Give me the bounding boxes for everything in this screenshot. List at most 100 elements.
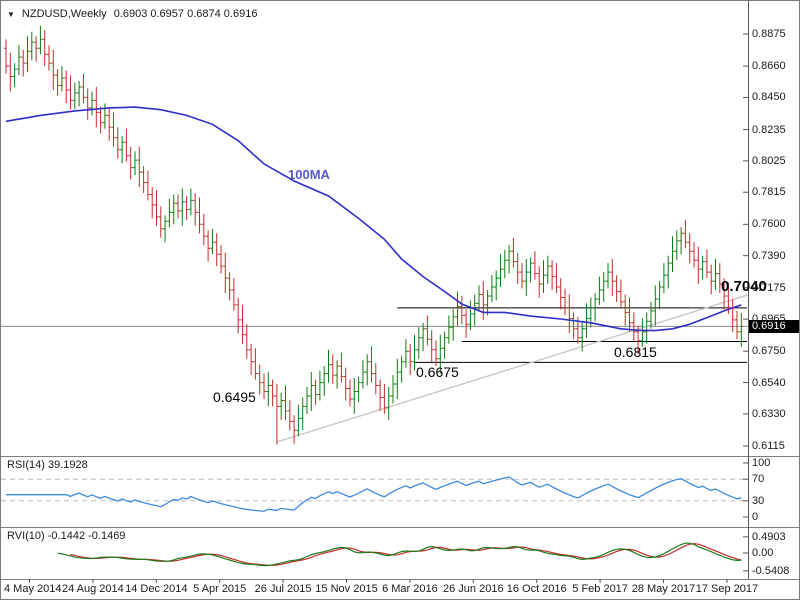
- price-bar: [511, 237, 516, 268]
- price-bar: [72, 82, 77, 110]
- price-bar: [679, 227, 684, 255]
- price-bar: [352, 378, 357, 414]
- price-bar: [670, 236, 675, 273]
- price-bar: [464, 309, 469, 338]
- price-bar: [343, 367, 348, 401]
- price-bar: [709, 264, 714, 295]
- price-bar: [657, 281, 662, 310]
- price-bar: [550, 260, 555, 290]
- price-bar: [219, 245, 223, 274]
- price-axis-label: 0.8235: [752, 123, 786, 136]
- price-bar: [29, 31, 34, 61]
- price-bar: [451, 309, 456, 341]
- price-bar: [369, 346, 374, 383]
- price-bar: [455, 291, 460, 326]
- price-bar: [171, 194, 176, 225]
- price-bar: [365, 354, 370, 386]
- price-bar: [330, 354, 335, 384]
- price-bar: [283, 385, 288, 420]
- date-label: 28 May 2017: [631, 583, 696, 595]
- price-bar: [412, 334, 417, 371]
- price-axis-label: 0.8025: [752, 154, 786, 167]
- price-bar: [8, 52, 13, 92]
- price-bar: [34, 36, 39, 62]
- price-bar: [459, 296, 464, 325]
- price-bar: [339, 352, 344, 383]
- price-bar: [378, 379, 383, 411]
- price-bar: [94, 87, 99, 128]
- date-label: 16 Oct 2016: [506, 583, 567, 595]
- trendline: [276, 294, 748, 443]
- chart-title: ▼ NZDUSD,Weekly 0.6903 0.6957 0.6874 0.6…: [7, 8, 257, 21]
- level-label-7040: 0.7040: [721, 278, 767, 295]
- price-bar: [305, 387, 309, 414]
- symbol-dropdown-icon[interactable]: ▼: [7, 10, 15, 19]
- price-bar: [494, 270, 499, 301]
- price-bar: [481, 281, 486, 320]
- current-price-tag: 0.6916: [749, 319, 799, 333]
- date-label: 6 Mar 2016: [382, 583, 438, 595]
- date-label: 26 Jul 2015: [254, 583, 312, 595]
- price-bar: [704, 249, 709, 279]
- price-bar: [554, 263, 559, 293]
- price-bar: [524, 258, 529, 296]
- rsi-axis-label: 30: [752, 494, 765, 507]
- price-bar: [322, 366, 327, 396]
- price-axis-label: 0.7600: [752, 218, 786, 231]
- price-bar: [279, 393, 284, 420]
- price-bar: [434, 340, 438, 367]
- price-bar: [649, 301, 653, 329]
- price-bar: [21, 49, 26, 77]
- up-bars-group: [12, 25, 744, 437]
- price-bar: [567, 294, 572, 334]
- price-bar: [618, 279, 623, 308]
- price-bar: [425, 315, 430, 346]
- price-bar: [42, 30, 47, 67]
- price-bar: [270, 379, 275, 407]
- price-axis-label: 0.6115: [752, 439, 785, 452]
- price-bar: [133, 151, 137, 176]
- price-bar: [391, 375, 395, 404]
- price-axis-label: 0.8875: [752, 28, 786, 40]
- price-bar: [201, 213, 206, 246]
- price-bar: [124, 128, 129, 162]
- price-bar: [313, 379, 318, 405]
- rsi-axis-label: 100: [752, 457, 771, 469]
- price-bar: [240, 304, 245, 344]
- price-bar: [631, 312, 636, 341]
- price-bar: [606, 263, 610, 289]
- price-bar: [399, 355, 404, 383]
- rsi-axis-label: 70: [752, 473, 765, 486]
- price-bar: [571, 312, 576, 340]
- date-label: 24 Aug 2014: [61, 583, 124, 595]
- price-axis-label: 0.6540: [752, 376, 786, 389]
- price-bar: [700, 255, 705, 280]
- price-bar: [623, 294, 628, 326]
- price-bar: [356, 376, 361, 402]
- date-label: 5 Feb 2017: [572, 583, 628, 595]
- price-axis-label: 0.6965: [752, 313, 786, 326]
- rsi-pane-label: RSI(14) 39.1928: [7, 459, 88, 471]
- price-bar: [687, 233, 692, 264]
- price-axis-label: 0.6330: [752, 407, 786, 420]
- price-bar: [4, 39, 8, 74]
- price-bar: [498, 254, 503, 287]
- level-label-6815: 0.6815: [614, 344, 657, 360]
- price-bar: [627, 297, 632, 332]
- price-bar: [640, 318, 645, 347]
- price-bar: [184, 196, 189, 220]
- date-label: 15 Nov 2015: [315, 583, 378, 595]
- price-bar: [683, 219, 688, 249]
- price-bar: [421, 322, 426, 352]
- price-bar: [532, 251, 537, 280]
- price-bar: [292, 415, 297, 444]
- price-bar: [150, 187, 155, 219]
- price-bar: [382, 384, 387, 414]
- price-bar: [722, 278, 727, 310]
- price-bar: [154, 190, 159, 226]
- price-bar: [446, 315, 451, 344]
- price-axis-label: 0.7390: [752, 249, 786, 262]
- price-bar: [111, 112, 116, 147]
